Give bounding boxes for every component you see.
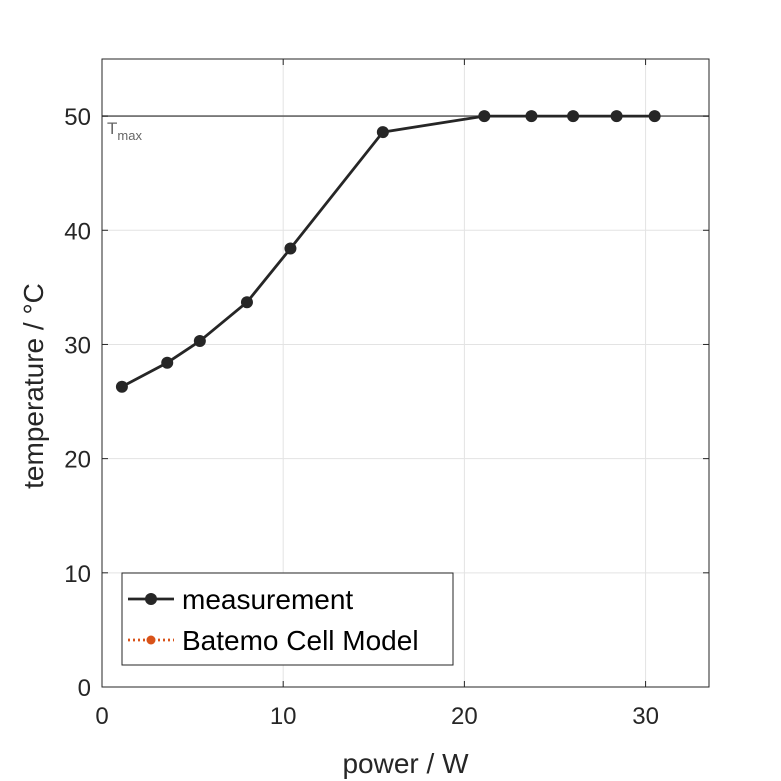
data-point (478, 110, 491, 123)
legend-box (121, 572, 454, 666)
series-group (115, 110, 661, 393)
data-point (161, 356, 174, 369)
data-point (284, 242, 297, 255)
x-tick-label: 30 (632, 703, 659, 730)
legend: measurement Batemo Cell Model (121, 572, 454, 666)
reference-line-label-subscript: max (117, 128, 142, 143)
ticks: 0 10 20 30 0 10 20 30 40 50 (64, 59, 709, 730)
data-point (193, 335, 206, 348)
data-point (240, 296, 253, 309)
legend-label: Batemo Cell Model (182, 625, 419, 656)
data-point (376, 126, 389, 139)
y-tick-label: 40 (64, 218, 91, 245)
data-point (567, 110, 580, 123)
data-point (648, 110, 661, 123)
x-tick-label: 0 (95, 703, 108, 730)
y-tick-label: 20 (64, 447, 91, 474)
x-axis-label: power / W (342, 748, 469, 779)
y-axis-label: temperature / °C (18, 283, 49, 489)
data-point (525, 110, 538, 123)
x-tick-label: 20 (451, 703, 478, 730)
legend-label: measurement (182, 584, 353, 615)
plot-frame (101, 58, 710, 688)
x-tick-label: 10 (270, 703, 297, 730)
legend-marker (146, 635, 156, 645)
data-point (610, 110, 623, 123)
y-tick-label: 10 (64, 561, 91, 588)
legend-marker (145, 593, 157, 605)
y-tick-label: 50 (64, 104, 91, 131)
data-point (115, 380, 128, 393)
y-tick-label: 0 (78, 675, 91, 702)
y-tick-label: 30 (64, 332, 91, 359)
